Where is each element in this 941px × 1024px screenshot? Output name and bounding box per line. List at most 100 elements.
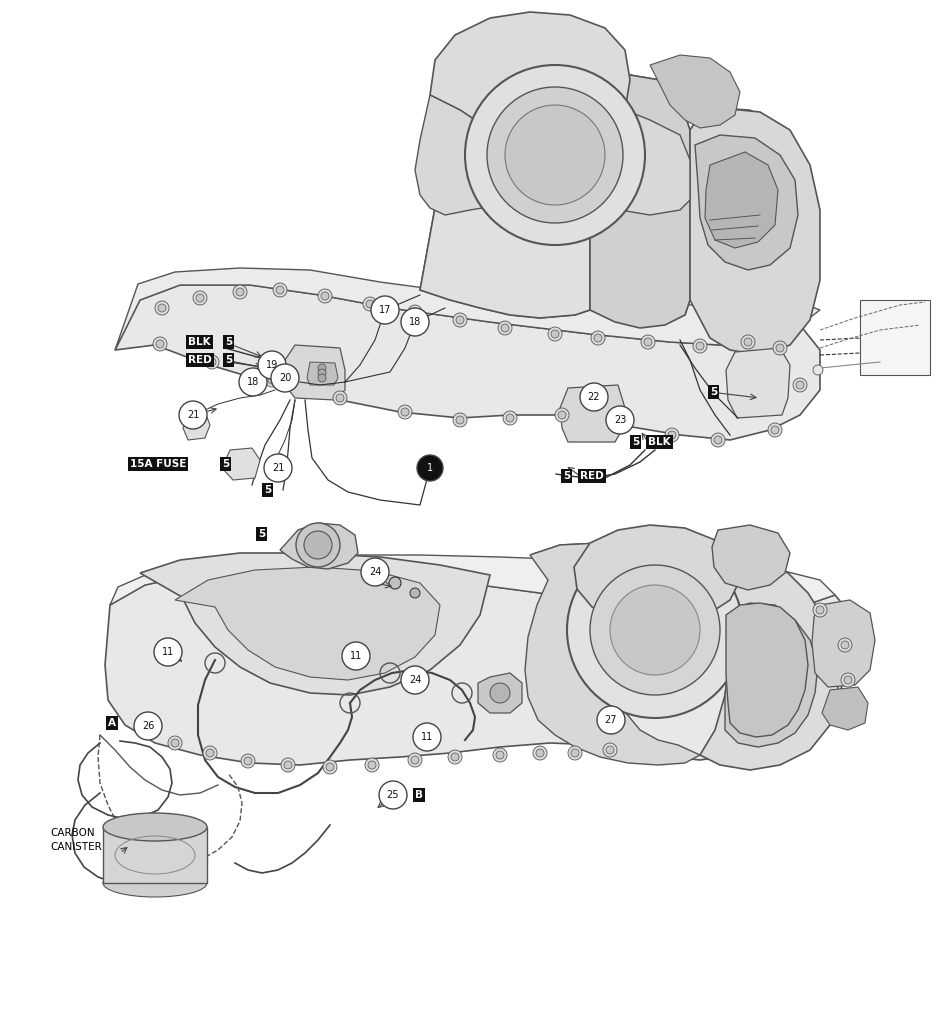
Circle shape [284, 761, 292, 769]
Text: 18: 18 [247, 377, 259, 387]
Circle shape [606, 406, 634, 434]
Circle shape [410, 588, 420, 598]
Circle shape [271, 364, 299, 392]
Polygon shape [822, 687, 868, 730]
Circle shape [594, 334, 602, 342]
Circle shape [171, 739, 179, 746]
Circle shape [555, 408, 569, 422]
Circle shape [206, 749, 214, 757]
Polygon shape [105, 567, 850, 765]
Circle shape [323, 760, 337, 774]
Circle shape [610, 410, 630, 430]
Polygon shape [725, 603, 818, 746]
Circle shape [768, 423, 782, 437]
Circle shape [321, 292, 329, 300]
Text: 24: 24 [408, 675, 422, 685]
Polygon shape [115, 268, 820, 350]
Circle shape [506, 414, 514, 422]
Circle shape [584, 387, 604, 407]
Polygon shape [115, 285, 820, 440]
Circle shape [841, 641, 849, 649]
Polygon shape [726, 603, 808, 737]
Circle shape [813, 365, 823, 375]
Text: 22: 22 [588, 392, 600, 402]
Circle shape [644, 338, 652, 346]
Circle shape [451, 753, 459, 761]
Text: 11: 11 [421, 732, 433, 742]
Polygon shape [525, 543, 725, 765]
Circle shape [841, 673, 855, 687]
Text: 5: 5 [710, 387, 717, 397]
Circle shape [365, 758, 379, 772]
Circle shape [487, 87, 623, 223]
Circle shape [448, 750, 462, 764]
Circle shape [264, 454, 292, 482]
Polygon shape [650, 55, 740, 128]
Text: 24: 24 [369, 567, 381, 577]
Circle shape [379, 781, 407, 809]
Circle shape [590, 565, 720, 695]
Circle shape [608, 415, 622, 429]
Circle shape [179, 401, 207, 429]
Circle shape [296, 523, 340, 567]
Circle shape [244, 757, 252, 765]
Circle shape [641, 335, 655, 349]
Circle shape [168, 736, 182, 750]
Circle shape [326, 763, 334, 771]
Circle shape [813, 603, 827, 617]
Circle shape [714, 436, 722, 444]
Circle shape [533, 746, 547, 760]
Text: 5: 5 [225, 337, 232, 347]
Circle shape [496, 751, 504, 759]
Polygon shape [812, 600, 875, 687]
Polygon shape [420, 38, 590, 318]
Circle shape [156, 340, 164, 348]
Circle shape [203, 746, 217, 760]
Circle shape [536, 749, 544, 757]
Circle shape [342, 642, 370, 670]
Circle shape [193, 291, 207, 305]
Circle shape [363, 297, 377, 311]
Text: 5: 5 [222, 459, 230, 469]
Polygon shape [726, 348, 790, 418]
Circle shape [389, 577, 401, 589]
Circle shape [401, 308, 429, 336]
Text: 21: 21 [272, 463, 284, 473]
Circle shape [401, 666, 429, 694]
Text: 23: 23 [614, 415, 626, 425]
Polygon shape [695, 135, 798, 270]
Circle shape [693, 339, 707, 353]
Circle shape [368, 761, 376, 769]
Polygon shape [530, 543, 838, 770]
Circle shape [318, 369, 326, 377]
Polygon shape [430, 12, 630, 150]
Circle shape [265, 373, 279, 387]
Polygon shape [307, 362, 338, 385]
Circle shape [239, 368, 267, 396]
Text: 27: 27 [605, 715, 617, 725]
Text: 15A FUSE: 15A FUSE [130, 459, 186, 469]
Circle shape [816, 606, 824, 614]
Circle shape [417, 455, 443, 481]
Circle shape [456, 316, 464, 324]
Polygon shape [705, 152, 778, 248]
Text: 20: 20 [279, 373, 291, 383]
Text: 5: 5 [264, 485, 271, 495]
Circle shape [493, 748, 507, 762]
Circle shape [196, 294, 204, 302]
Circle shape [551, 330, 559, 338]
Circle shape [501, 324, 509, 332]
Circle shape [153, 337, 167, 351]
Circle shape [465, 65, 645, 245]
Circle shape [273, 283, 287, 297]
Circle shape [236, 288, 244, 296]
Circle shape [665, 428, 679, 442]
Circle shape [371, 296, 399, 324]
Circle shape [134, 712, 162, 740]
Circle shape [567, 542, 743, 718]
Text: 25: 25 [387, 790, 399, 800]
Ellipse shape [103, 869, 207, 897]
Circle shape [411, 308, 419, 316]
Polygon shape [222, 449, 260, 480]
Text: RED: RED [580, 471, 604, 481]
